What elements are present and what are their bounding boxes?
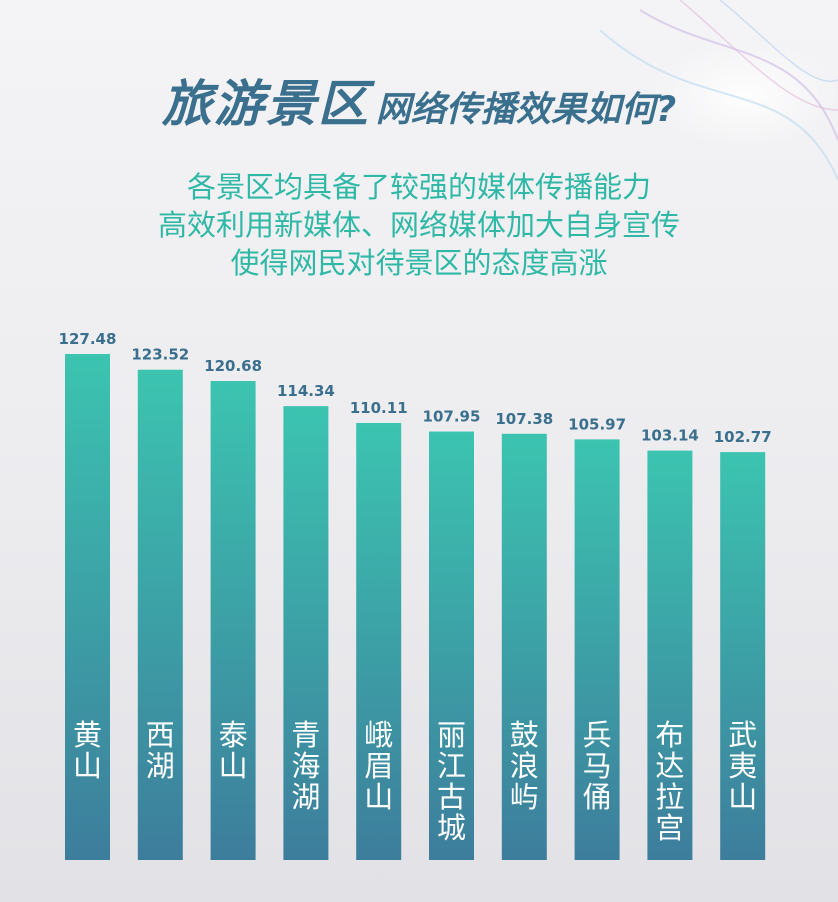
bar-丽江古城 <box>429 431 474 860</box>
data-label: 103.14 <box>641 427 699 445</box>
bar-泰山 <box>210 380 256 860</box>
title-sub: 网络传播效果如何? <box>375 90 677 130</box>
data-label: 102.77 <box>714 428 772 446</box>
category-label: 兵马俑 <box>583 718 612 814</box>
bar-兵马俑 <box>574 439 620 860</box>
page-title: 旅游景区 网络传播效果如何? <box>0 64 838 136</box>
category-label: 青海湖 <box>291 718 320 814</box>
bar-西湖 <box>137 369 183 860</box>
category-label: 丽江古城 <box>437 718 466 845</box>
data-label: 123.52 <box>131 346 189 364</box>
subtitle-line: 高效利用新媒体、网络媒体加大自身宣传 <box>157 208 680 242</box>
category-label: 黄山 <box>73 718 102 783</box>
subtitle-line: 使得网民对待景区的态度高涨 <box>230 246 608 280</box>
title-main: 旅游景区 <box>161 75 370 133</box>
category-label: 武夷山 <box>728 718 757 814</box>
bar-武夷山 <box>720 452 766 860</box>
subtitle: 各景区均具备了较强的媒体传播能力 高效利用新媒体、网络媒体加大自身宣传 使得网民… <box>0 168 838 282</box>
data-label: 114.34 <box>277 382 335 400</box>
category-label: 峨眉山 <box>364 718 393 814</box>
bar-峨眉山 <box>356 422 402 860</box>
category-label: 泰山 <box>219 718 248 783</box>
data-label: 107.38 <box>495 410 553 428</box>
bar-青海湖 <box>283 406 329 860</box>
data-label: 105.97 <box>568 415 626 433</box>
bar-鼓浪屿 <box>501 433 547 860</box>
bar-布达拉宫 <box>647 450 693 860</box>
data-label: 110.11 <box>350 399 408 417</box>
bar-黄山 <box>65 354 110 860</box>
data-label: 120.68 <box>204 357 262 375</box>
category-label: 鼓浪屿 <box>510 718 539 814</box>
data-label: 127.48 <box>59 330 117 348</box>
subtitle-line: 各景区均具备了较强的媒体传播能力 <box>186 170 651 204</box>
data-label: 107.95 <box>423 408 481 426</box>
category-label: 布达拉宫 <box>655 718 684 845</box>
category-label: 西湖 <box>146 718 175 783</box>
